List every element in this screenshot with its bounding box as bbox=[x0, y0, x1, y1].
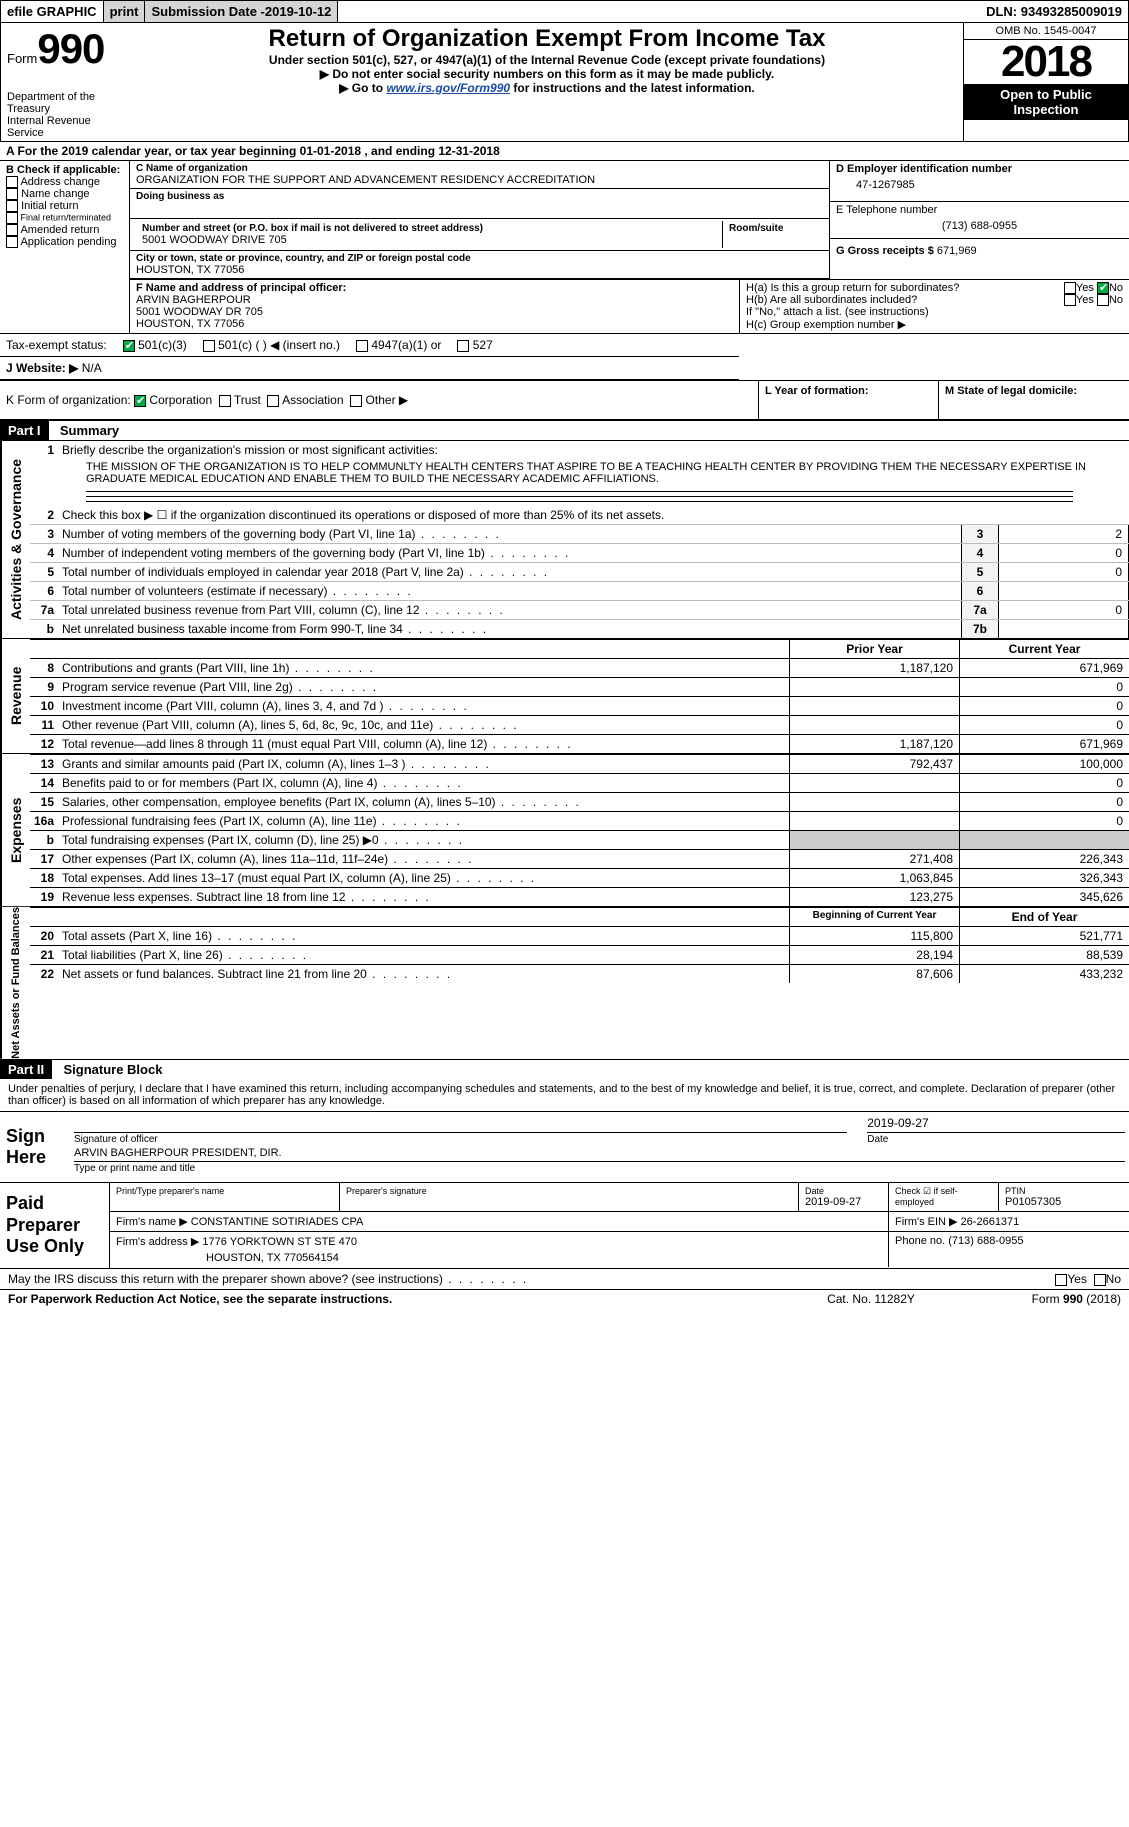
mission-text: THE MISSION OF THE ORGANIZATION IS TO HE… bbox=[30, 459, 1129, 487]
summary-row: 3Number of voting members of the governi… bbox=[30, 524, 1129, 543]
print-button[interactable]: print bbox=[104, 1, 146, 22]
irs-link[interactable]: www.irs.gov/Form990 bbox=[386, 81, 510, 95]
part2-header: Part II Signature Block bbox=[0, 1060, 1129, 1079]
summary-row: 7aTotal unrelated business revenue from … bbox=[30, 600, 1129, 619]
submission-date: Submission Date - 2019-10-12 bbox=[145, 1, 338, 22]
org-address: 5001 WOODWAY DRIVE 705 bbox=[142, 234, 716, 246]
net-assets-block: Net Assets or Fund Balances Beginning of… bbox=[0, 907, 1129, 1060]
summary-row: 9Program service revenue (Part VIII, lin… bbox=[30, 677, 1129, 696]
form-header: Form 990 Department of the Treasury Inte… bbox=[0, 23, 1129, 141]
declaration-text: Under penalties of perjury, I declare th… bbox=[0, 1079, 1129, 1112]
telephone: (713) 688-0955 bbox=[836, 216, 1123, 236]
goto-note: ▶ Go to www.irs.gov/Form990 for instruct… bbox=[139, 81, 955, 95]
summary-row: 12Total revenue—add lines 8 through 11 (… bbox=[30, 734, 1129, 753]
open-public-badge: Open to Public Inspection bbox=[964, 84, 1128, 120]
summary-row: 15Salaries, other compensation, employee… bbox=[30, 792, 1129, 811]
summary-row: 22Net assets or fund balances. Subtract … bbox=[30, 964, 1129, 983]
revenue-block: Revenue Prior YearCurrent Year 8Contribu… bbox=[0, 639, 1129, 754]
summary-row: 13Grants and similar amounts paid (Part … bbox=[30, 754, 1129, 773]
header-info-block: B Check if applicable: Address change Na… bbox=[0, 161, 1129, 334]
efile-label: efile GRAPHIC bbox=[1, 1, 104, 22]
tax-status-row: Tax-exempt status: 501(c)(3) 501(c) ( ) … bbox=[0, 334, 739, 357]
sign-here-block: Sign Here Signature of officer 2019-09-2… bbox=[0, 1112, 1129, 1183]
top-bar: efile GRAPHIC print Submission Date - 20… bbox=[0, 0, 1129, 23]
activities-governance-block: Activities & Governance 1Briefly describ… bbox=[0, 441, 1129, 639]
summary-row: 14Benefits paid to or for members (Part … bbox=[30, 773, 1129, 792]
line-a-period: A For the 2019 calendar year, or tax yea… bbox=[0, 141, 1129, 161]
summary-row: 18Total expenses. Add lines 13–17 (must … bbox=[30, 868, 1129, 887]
officer-name: ARVIN BAGHERPOUR bbox=[136, 294, 733, 306]
summary-row: 5Total number of individuals employed in… bbox=[30, 562, 1129, 581]
org-name: ORGANIZATION FOR THE SUPPORT AND ADVANCE… bbox=[136, 174, 823, 186]
return-subtitle: Under section 501(c), 527, or 4947(a)(1)… bbox=[139, 53, 955, 67]
ein: 47-1267985 bbox=[836, 175, 1123, 199]
tax-year: 2018 bbox=[964, 40, 1128, 84]
website-row: J Website: ▶ N/A bbox=[0, 357, 739, 380]
footer-row: For Paperwork Reduction Act Notice, see … bbox=[0, 1290, 1129, 1308]
firm-name: CONSTANTINE SOTIRIADES CPA bbox=[191, 1216, 364, 1228]
summary-row: bTotal fundraising expenses (Part IX, co… bbox=[30, 830, 1129, 849]
summary-row: bNet unrelated business taxable income f… bbox=[30, 619, 1129, 638]
return-title: Return of Organization Exempt From Incom… bbox=[139, 25, 955, 53]
summary-row: 4Number of independent voting members of… bbox=[30, 543, 1129, 562]
irs-discuss-row: May the IRS discuss this return with the… bbox=[0, 1269, 1129, 1290]
summary-row: 16aProfessional fundraising fees (Part I… bbox=[30, 811, 1129, 830]
part1-header: Part I Summary bbox=[0, 421, 1129, 441]
ssn-note: ▶ Do not enter social security numbers o… bbox=[139, 67, 955, 81]
col-b-checkboxes: B Check if applicable: Address change Na… bbox=[0, 161, 130, 333]
org-city: HOUSTON, TX 77056 bbox=[136, 264, 823, 276]
summary-row: 20Total assets (Part X, line 16)115,8005… bbox=[30, 926, 1129, 945]
summary-row: 8Contributions and grants (Part VIII, li… bbox=[30, 658, 1129, 677]
summary-row: 11Other revenue (Part VIII, column (A), … bbox=[30, 715, 1129, 734]
summary-row: 17Other expenses (Part IX, column (A), l… bbox=[30, 849, 1129, 868]
dln: DLN: 93493285009019 bbox=[980, 1, 1128, 22]
expenses-block: Expenses 13Grants and similar amounts pa… bbox=[0, 754, 1129, 907]
form-org-row: K Form of organization: Corporation Trus… bbox=[0, 381, 1129, 421]
form-990-label: Form 990 bbox=[7, 25, 125, 73]
paid-preparer-block: Paid Preparer Use Only Print/Type prepar… bbox=[0, 1183, 1129, 1269]
gross-receipts: 671,969 bbox=[937, 245, 977, 257]
summary-row: 19Revenue less expenses. Subtract line 1… bbox=[30, 887, 1129, 906]
summary-row: 10Investment income (Part VIII, column (… bbox=[30, 696, 1129, 715]
dept-treasury: Department of the Treasury Internal Reve… bbox=[7, 91, 125, 139]
summary-row: 6Total number of volunteers (estimate if… bbox=[30, 581, 1129, 600]
officer-name-title: ARVIN BAGHERPOUR PRESIDENT, DIR. bbox=[74, 1147, 1125, 1161]
summary-row: 21Total liabilities (Part X, line 26)28,… bbox=[30, 945, 1129, 964]
